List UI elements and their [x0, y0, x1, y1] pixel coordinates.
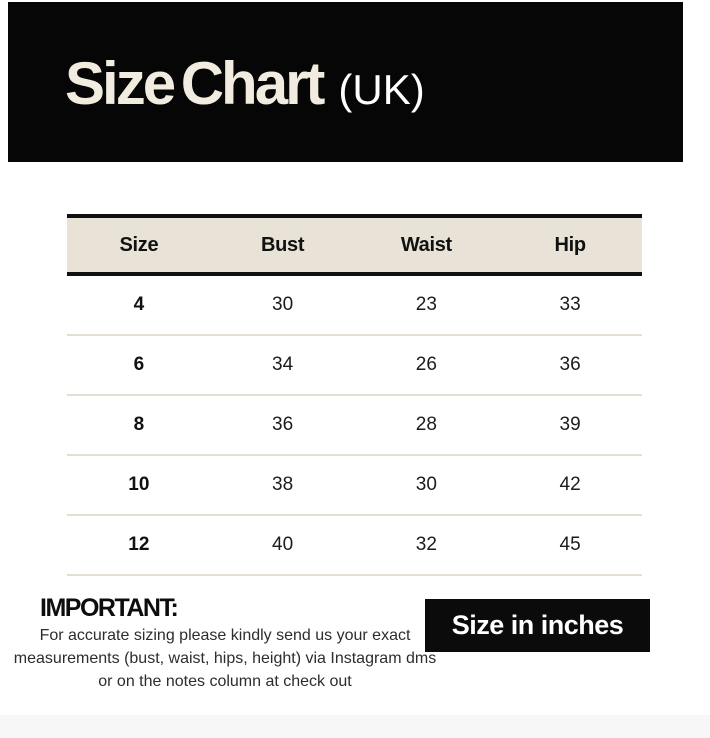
- cell-waist: 23: [415, 294, 437, 315]
- cell-hip: 45: [559, 534, 581, 555]
- cell-bust: 40: [272, 534, 294, 555]
- table-row: 8 36 28 39: [67, 396, 642, 456]
- cell-hip: 36: [559, 354, 581, 375]
- cell-size: 8: [133, 414, 145, 435]
- cell-waist: 32: [415, 534, 437, 555]
- cell-hip: 42: [559, 474, 581, 495]
- size-table: Size Bust Waist Hip 4 30 23 33 6 34 26 3…: [67, 214, 642, 576]
- header-banner: Size Chart (UK): [8, 2, 683, 162]
- cell-waist: 26: [415, 354, 437, 375]
- column-header-bust: Bust: [261, 233, 305, 256]
- cell-bust: 38: [272, 474, 294, 495]
- table-row: 12 40 32 45: [67, 516, 642, 576]
- cell-hip: 39: [559, 414, 581, 435]
- cell-waist: 28: [415, 414, 437, 435]
- table-row: 6 34 26 36: [67, 336, 642, 396]
- title-line: Size Chart (UK): [65, 54, 425, 114]
- cell-bust: 30: [272, 294, 294, 315]
- size-unit-badge: Size in inches: [425, 599, 650, 652]
- table-row: 4 30 23 33: [67, 276, 642, 336]
- table-row: 10 38 30 42: [67, 456, 642, 516]
- important-heading: IMPORTANT:: [40, 594, 179, 622]
- bottom-edge-strip: [0, 715, 710, 738]
- cell-size: 10: [128, 474, 150, 495]
- cell-bust: 36: [272, 414, 294, 435]
- column-header-size: Size: [119, 233, 159, 256]
- sizing-instructions: For accurate sizing please kindly send u…: [13, 627, 437, 690]
- cell-waist: 30: [415, 474, 437, 495]
- cell-size: 4: [133, 294, 145, 315]
- column-header-hip: Hip: [554, 233, 586, 256]
- cell-size: 12: [128, 534, 150, 555]
- column-header-waist: Waist: [400, 233, 452, 256]
- page-title: Size Chart: [65, 50, 325, 117]
- table-header-row: Size Bust Waist Hip: [67, 214, 642, 276]
- cell-size: 6: [133, 354, 145, 375]
- cell-bust: 34: [272, 354, 294, 375]
- cell-hip: 33: [559, 294, 581, 315]
- page-title-region: (UK): [338, 66, 425, 113]
